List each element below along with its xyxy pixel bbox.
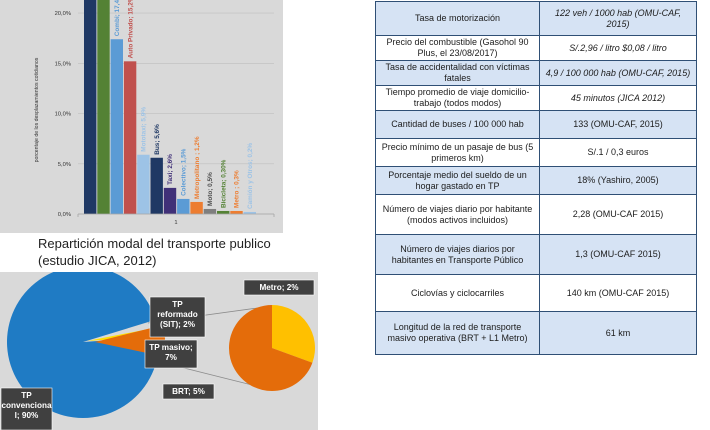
- indicator-value: S/.1 / 0,3 euros: [539, 138, 697, 167]
- bar-data-label: Camión y Otros; 0,2%: [247, 143, 254, 209]
- y-tick-label: 15,0%: [55, 61, 71, 67]
- indicator-label: Longitud de la red de transporte masivo …: [375, 311, 540, 355]
- pie-label-text: convenciona: [1, 401, 51, 410]
- bar-data-label: Mototaxi; 5,9%: [141, 107, 148, 152]
- indicator-label: Precio mínimo de un pasaje de bus (5 pri…: [375, 138, 540, 167]
- pie-label-brt: BRT; 5%: [162, 383, 215, 400]
- table-row: Porcentaje medio del sueldo de un hogar …: [375, 166, 697, 195]
- indicator-value: S/.2,96 / litro $0,08 / litro: [539, 35, 697, 61]
- table-body: Tasa de motorización 122 veh / 1000 hab (…: [375, 1, 697, 355]
- table-row: Tasa de accidentalidad con víctimas fata…: [375, 60, 697, 86]
- bar-bicicleta: [217, 210, 230, 214]
- table-row: Tiempo promedio de viaje domicilio-traba…: [375, 85, 697, 111]
- table-row: Tasa de motorización 122 veh / 1000 hab (…: [375, 1, 697, 36]
- pie-slice-tp-convencional: [7, 272, 159, 418]
- indicator-value: 133 (OMU-CAF, 2015): [539, 110, 697, 139]
- bar-colectivo: [177, 198, 190, 214]
- bar-data-label: Combi; 17,4%: [114, 0, 121, 36]
- pie-label-text: (SIT); 2%: [160, 320, 196, 329]
- pie-label-text: TP masivo;: [149, 343, 193, 352]
- indicator-label: Tiempo promedio de viaje domicilio-traba…: [375, 85, 540, 111]
- pie-label-text: l; 90%: [15, 411, 39, 420]
- bar-mototaxi: [137, 154, 150, 214]
- indicator-label: Tasa de accidentalidad con víctimas fata…: [375, 60, 540, 86]
- bar-data-label: Bus; 5,6%: [154, 124, 161, 155]
- bar-series-2: [97, 0, 110, 214]
- pie-label-text: TP: [172, 300, 183, 309]
- bar-data-label: Colectivo; 1,5%: [181, 148, 188, 196]
- indicator-label: Número de viajes diario por habitante (m…: [375, 194, 540, 235]
- y-tick-label: 20,0%: [55, 11, 71, 17]
- indicator-label: Precio del combustible (Gasohol 90 Plus,…: [375, 35, 540, 61]
- table-row: Precio del combustible (Gasohol 90 Plus,…: [375, 35, 697, 61]
- pie-label-text: TP: [21, 391, 32, 400]
- bar-metropolitano: [190, 201, 203, 214]
- indicator-value: 122 veh / 1000 hab (OMU-CAF, 2015): [539, 1, 697, 36]
- x-tick-label: 1: [174, 220, 177, 226]
- indicator-label: Ciclovías y ciclocarriles: [375, 274, 540, 312]
- indicator-value: 2,28 (OMU-CAF 2015): [539, 194, 697, 235]
- public-transport-pie-chart: TP convenciona l; 90% Metro; 2% TP reformado(…: [0, 272, 318, 430]
- pie-label-tp-masivo: TP masivo;7%: [144, 339, 198, 369]
- table-row: Ciclovías y ciclocarriles 140 km (OMU-CAF…: [375, 274, 697, 312]
- bar-bus: [150, 157, 163, 214]
- bar-taxi: [163, 187, 177, 214]
- indicator-label: Tasa de motorización: [375, 1, 540, 36]
- bar-camión-y-otros: [243, 211, 256, 214]
- table-row: Número de viajes diario por habitante (m…: [375, 194, 697, 235]
- indicator-value: 1,3 (OMU-CAF 2015): [539, 234, 697, 275]
- indicator-value: 140 km (OMU-CAF 2015): [539, 274, 697, 312]
- modal-split-bar-chart: 0,0% 5,0% 10,0% 15,0% 20,0% porcentaje de los…: [0, 0, 283, 233]
- y-tick-label: 10,0%: [55, 112, 71, 118]
- table-row: Número de viajes diarios por habitantes …: [375, 234, 697, 275]
- bar-auto-privado: [123, 61, 137, 214]
- bar-data-label: Metro ; 0,3%: [234, 170, 241, 208]
- indicator-label: Cantidad de buses / 100 000 hab: [375, 110, 540, 139]
- bar-data-label: Moto; 0,5%: [207, 172, 214, 206]
- transport-indicators-table: Tasa de motorización 122 veh / 1000 hab (…: [375, 1, 697, 355]
- y-axis-title: porcentaje de los desplazamientos cotidi…: [34, 57, 40, 162]
- y-tick-label: 0,0%: [58, 212, 71, 218]
- table-row: Longitud de la red de transporte masivo …: [375, 311, 697, 355]
- secondary-pie-slice-metro: [272, 305, 315, 363]
- pie-label-text: 7%: [165, 353, 178, 362]
- indicator-label: Número de viajes diarios por habitantes …: [375, 234, 540, 275]
- indicator-value: 4,9 / 100 000 hab (OMU-CAF, 2015): [539, 60, 697, 86]
- indicator-value: 45 minutos (JICA 2012): [539, 85, 697, 111]
- bar-chart-svg: 0,0% 5,0% 10,0% 15,0% 20,0% porcentaje de los…: [0, 0, 283, 233]
- secondary-pie-slice-brt: [228, 305, 313, 391]
- bar-chart-caption: Repartición modal del transporte publico…: [38, 236, 271, 268]
- bar-data-label: Auto Privado; 15,2%: [127, 0, 134, 58]
- indicator-value: 61 km: [539, 311, 697, 355]
- indicator-label: Porcentaje medio del sueldo de un hogar …: [375, 166, 540, 195]
- table-row: Precio mínimo de un pasaje de bus (5 pri…: [375, 138, 697, 167]
- pie-label-text: BRT; 5%: [172, 387, 205, 396]
- bar-data-label: Bicicleta; 0,30%: [220, 159, 227, 208]
- bar-metro: [230, 210, 243, 214]
- bar-moto: [203, 208, 217, 214]
- pie-label-metro: Metro; 2%: [243, 279, 315, 296]
- bar-combi: [110, 39, 123, 214]
- table-row: Cantidad de buses / 100 000 hab 133 (OMU-…: [375, 110, 697, 139]
- y-tick-label: 5,0%: [58, 162, 71, 168]
- pie-label-text: Metro; 2%: [259, 283, 299, 292]
- bar-data-label: Taxi; 2,6%: [167, 154, 174, 185]
- indicator-value: 18% (Yashiro, 2005): [539, 166, 697, 195]
- bar-series-1: [84, 0, 97, 214]
- bar-data-label: Metropolitano ; 1,2%: [194, 136, 201, 199]
- pie-label-text: reformado: [157, 310, 198, 319]
